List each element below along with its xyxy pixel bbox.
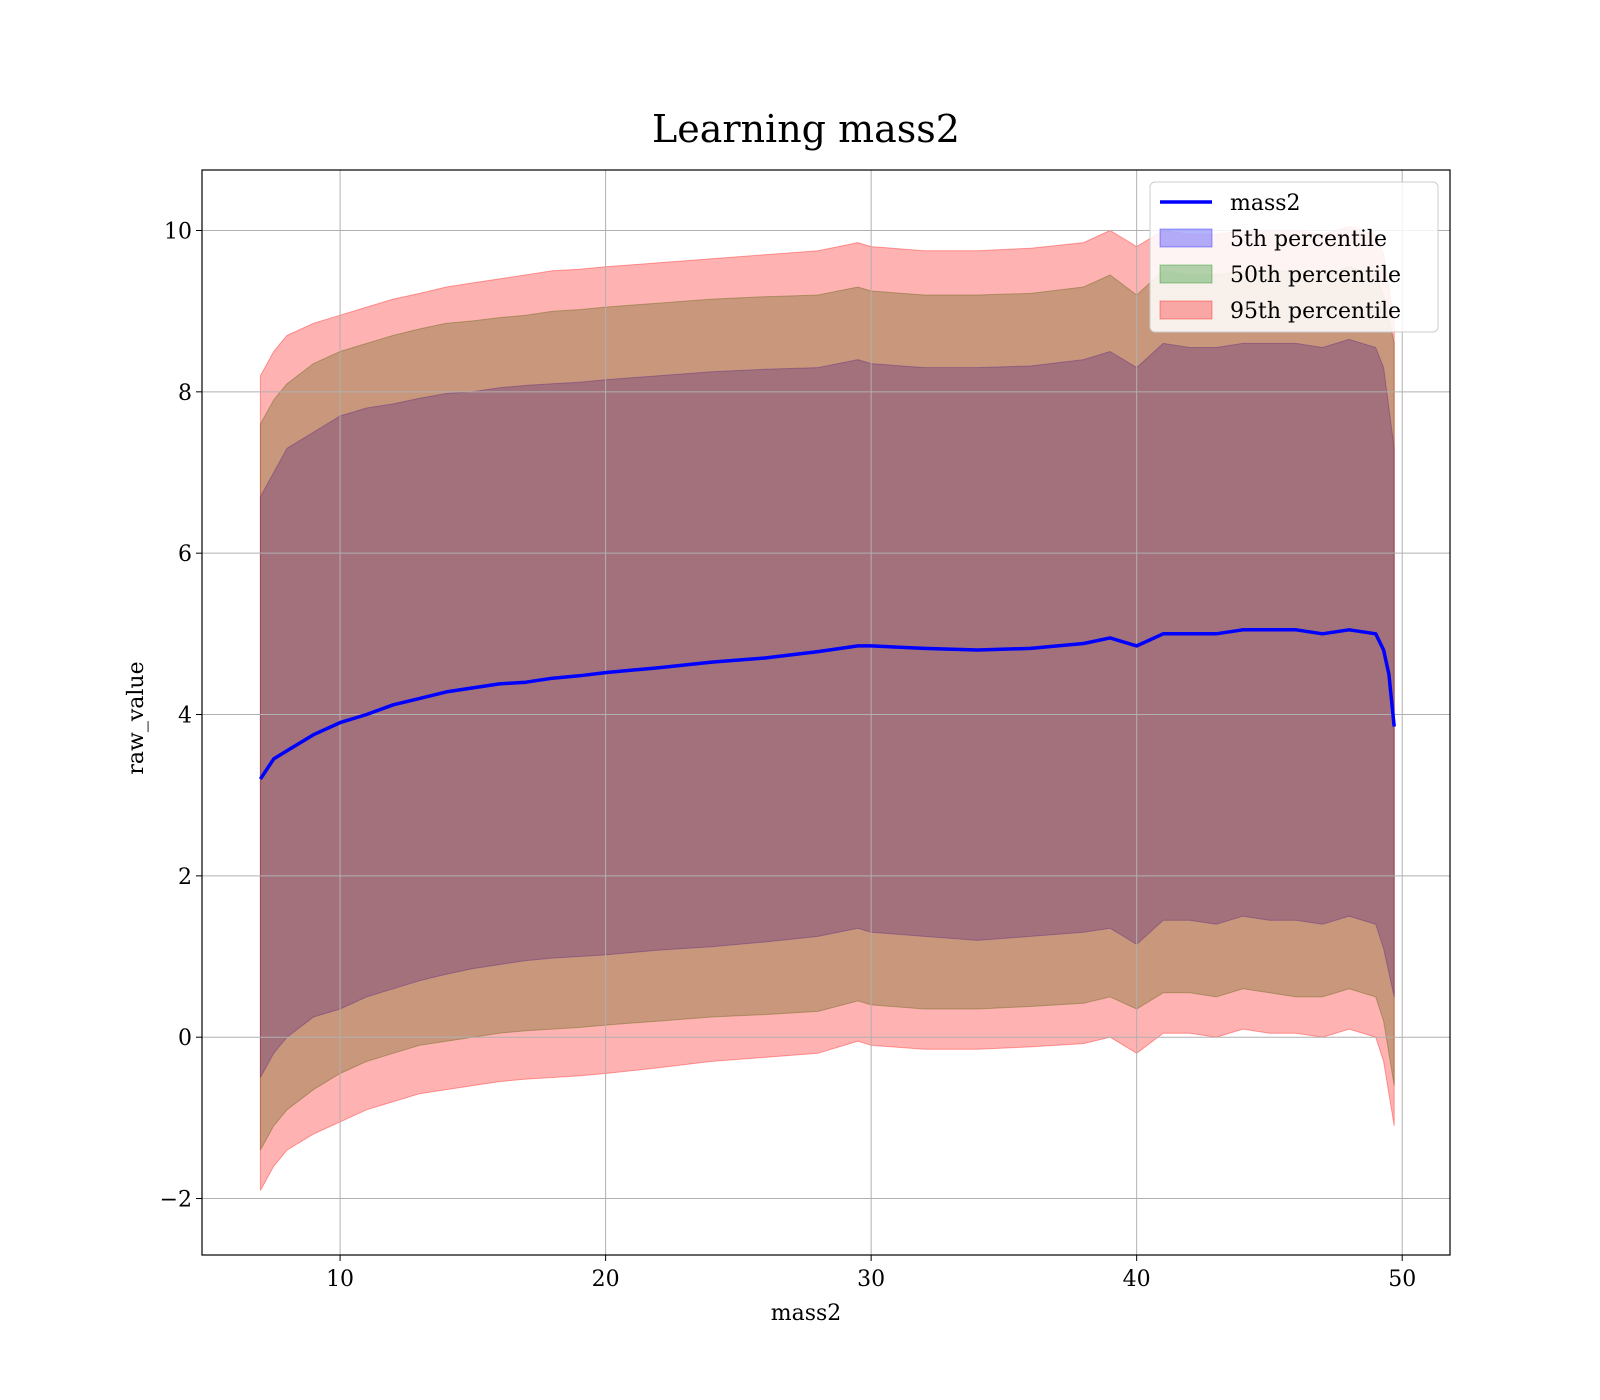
legend-label: mass2 <box>1230 191 1301 216</box>
x-tick-label: 40 <box>1123 1267 1151 1292</box>
legend-label: 50th percentile <box>1230 263 1401 288</box>
band-2 <box>259 225 1395 1191</box>
x-tick-label: 50 <box>1388 1267 1416 1292</box>
y-tick-label: −2 <box>160 1188 192 1213</box>
y-axis-label: raw_value <box>124 661 149 774</box>
x-axis-label: mass2 <box>771 1301 842 1326</box>
legend-swatch-patch <box>1159 228 1213 248</box>
series-line-mass2 <box>258 628 1396 781</box>
y-tick-label: 8 <box>178 381 192 406</box>
legend: mass2 5th percentile 50th percentile 95th p… <box>1149 181 1439 333</box>
y-tick-label: 6 <box>178 542 192 567</box>
x-tick-label: 20 <box>592 1267 620 1292</box>
plot-area: 10 20 30 40 50 −2 0 2 4 6 8 10 <box>160 169 1451 1292</box>
axes-frame <box>201 169 1451 1256</box>
legend-swatch-patch <box>1159 300 1213 320</box>
y-tick-label: 2 <box>178 865 192 890</box>
legend-box <box>1149 181 1439 333</box>
legend-label: 95th percentile <box>1230 299 1401 324</box>
band-1 <box>259 266 1395 1151</box>
chart-title: Learning mass2 <box>652 107 960 151</box>
y-tick-label: 10 <box>164 220 192 245</box>
x-tick-label: 30 <box>857 1267 885 1292</box>
band-0 <box>259 338 1395 1078</box>
legend-label: 5th percentile <box>1230 227 1387 252</box>
y-tick-label: 4 <box>178 704 192 729</box>
x-tick-label: 10 <box>326 1267 354 1292</box>
y-tick-label: 0 <box>178 1026 192 1051</box>
legend-swatch-patch <box>1159 264 1213 284</box>
